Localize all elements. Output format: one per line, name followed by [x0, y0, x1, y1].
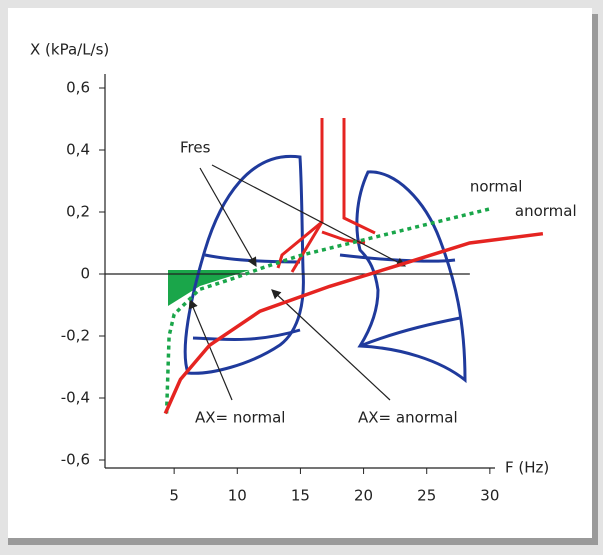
annotation: AX= anormal [358, 409, 458, 427]
annotation: Fres [180, 139, 211, 157]
y-tick-label: 0,6 [66, 79, 90, 97]
x-tick-label: 25 [417, 487, 436, 505]
y-tick-label: 0,2 [66, 203, 90, 221]
page: {"chart_data": {"type": "line", "y_label… [0, 0, 603, 551]
x-tick-label: 10 [228, 487, 247, 505]
y-tick-label: 0,4 [66, 141, 90, 159]
x-tick-label: 5 [169, 487, 179, 505]
annotation: AX= normal [195, 409, 285, 427]
panel-shadow [8, 538, 598, 545]
y-axis-label: X (kPa/L/s) [30, 41, 109, 59]
x-tick-label: 20 [354, 487, 373, 505]
y-tick-label: -0,4 [61, 389, 90, 407]
x-tick-label: 15 [291, 487, 310, 505]
x-tick-label: 30 [480, 487, 499, 505]
x-axis-label: F (Hz) [505, 459, 549, 477]
y-tick-label: 0 [80, 265, 90, 283]
series-label: anormal [515, 202, 577, 220]
panel-shadow [592, 14, 598, 544]
series-label: normal [470, 177, 523, 195]
y-tick-label: -0,2 [61, 327, 90, 345]
y-tick-label: -0,6 [61, 451, 90, 469]
chart: Fres AX= normal AX= anormal X (kPa/L/s) … [0, 0, 603, 551]
